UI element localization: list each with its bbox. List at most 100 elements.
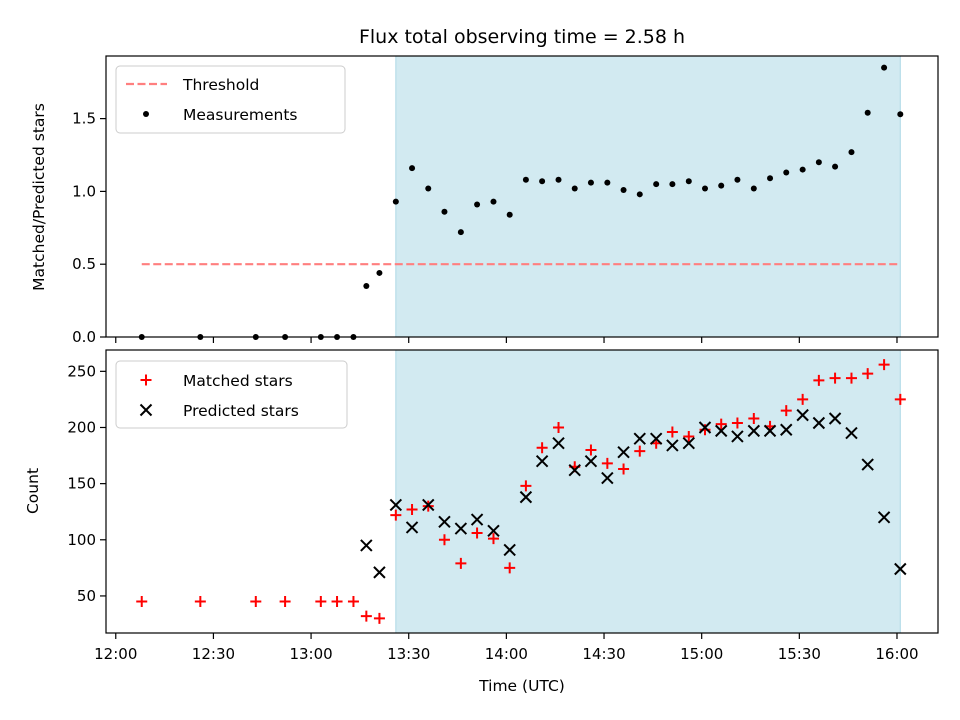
matched-star-marker xyxy=(780,405,792,417)
matched-star-marker xyxy=(683,430,695,442)
x-tick-label: 15:00 xyxy=(680,645,723,663)
predicted-star-marker xyxy=(617,445,630,459)
legend-predicted-label: Predicted stars xyxy=(183,402,299,420)
legend-measurements-swatch xyxy=(143,111,149,117)
matched-star-marker xyxy=(136,596,148,608)
bottom-y-tick-label: 50 xyxy=(77,587,96,605)
bottom-axes: 50 100 150 200 250 12:00 12:30 13:00 13:30 14:00 1… xyxy=(67,349,939,663)
matched-star-marker xyxy=(471,527,483,539)
measurement-point xyxy=(783,169,790,176)
measurement-point xyxy=(653,181,660,188)
matched-star-marker xyxy=(360,610,372,622)
predicted-star-marker xyxy=(535,454,549,468)
measurement-point xyxy=(539,178,546,185)
matched-star-marker xyxy=(731,417,743,429)
predicted-star-marker xyxy=(715,424,728,438)
measurement-point xyxy=(409,165,416,172)
legend-threshold-label: Threshold xyxy=(182,76,259,94)
bottom-shaded-interval xyxy=(395,349,901,634)
predicted-star-marker xyxy=(780,423,793,436)
top-observing-window xyxy=(395,55,901,338)
measurement-point xyxy=(897,111,904,118)
x-tick-label: 15:30 xyxy=(778,645,821,663)
matched-star-marker xyxy=(250,596,262,608)
predicted-star-marker xyxy=(601,471,614,485)
bottom-legend: Matched stars Predicted stars xyxy=(115,360,348,429)
matched-star-marker xyxy=(894,393,906,405)
predicted-star-marker xyxy=(422,498,435,512)
measurement-point xyxy=(555,176,562,183)
matched-star-marker xyxy=(504,562,516,574)
measurement-point xyxy=(587,179,594,186)
bottom-y-tick-label: 200 xyxy=(67,418,96,436)
matched-star-marker xyxy=(813,374,825,386)
measurement-point xyxy=(425,185,432,192)
measurement-point xyxy=(457,229,464,236)
measurement-point xyxy=(571,185,578,192)
x-tick-label: 14:30 xyxy=(582,645,625,663)
measurement-point xyxy=(376,269,383,276)
matched-star-marker xyxy=(585,444,597,456)
measurement-point xyxy=(392,198,399,205)
matched-star-marker xyxy=(390,509,402,521)
legend-measurements-label: Measurements xyxy=(183,106,298,124)
predicted-star-marker xyxy=(405,521,419,534)
matched-star-marker xyxy=(797,393,809,405)
predicted-star-marker xyxy=(389,498,403,512)
matched-star-marker xyxy=(699,424,711,436)
measurement-point xyxy=(620,186,627,193)
measurement-point xyxy=(750,185,757,192)
predicted-star-marker xyxy=(861,458,874,471)
matched-star-marker xyxy=(406,503,418,515)
predicted-star-marker xyxy=(796,408,809,422)
bottom-observing-window xyxy=(395,349,901,634)
measurement-point xyxy=(474,201,481,208)
measurement-point xyxy=(363,283,370,290)
legend-matched-swatch xyxy=(140,374,152,386)
measurement-point xyxy=(864,109,871,116)
top-y-tick-label: 0.5 xyxy=(72,255,96,273)
bottom-axes-frame xyxy=(105,349,939,634)
top-panel: 0.0 0.5 1.0 1.5 Matched/Predicted stars Thr… xyxy=(30,55,939,346)
measurement-point xyxy=(815,159,822,166)
matched-star-marker xyxy=(373,612,385,624)
top-shaded-interval xyxy=(395,55,901,338)
matched-star-marker xyxy=(553,421,565,433)
predicted-star-marker xyxy=(894,562,907,576)
predicted-star-marker xyxy=(877,511,891,524)
x-tick-label: 13:00 xyxy=(289,645,332,663)
matched-star-marker xyxy=(487,533,499,545)
matched-star-marker xyxy=(455,557,467,569)
x-tick-label: 12:00 xyxy=(94,645,137,663)
predicted-star-marker xyxy=(812,416,826,430)
matched-star-marker xyxy=(279,596,291,608)
measurement-point xyxy=(490,198,497,205)
x-tick-label: 13:30 xyxy=(387,645,430,663)
predicted-star-marker xyxy=(438,515,451,529)
legend-predicted-swatch xyxy=(139,403,153,417)
bottom-panel: 50 100 150 200 250 12:00 12:30 13:00 13:30 14:00 1… xyxy=(24,349,939,695)
top-y-axis-label: Matched/Predicted stars xyxy=(30,103,48,291)
matched-star-marker xyxy=(194,596,206,608)
predicted-star-marker xyxy=(470,513,484,526)
predicted-star-marker xyxy=(666,439,679,452)
bottom-y-tick-label: 150 xyxy=(67,475,96,493)
bottom-legend-box xyxy=(115,360,348,429)
bottom-y-tick-label: 250 xyxy=(67,362,96,380)
predicted-star-marker xyxy=(747,424,761,438)
measurement-point xyxy=(669,181,676,188)
matched-star-marker xyxy=(666,426,678,438)
chart-title: Flux total observing time = 2.58 h xyxy=(359,26,685,48)
measurement-point xyxy=(441,208,448,215)
matched-star-marker xyxy=(331,596,343,608)
matched-star-marker xyxy=(601,457,613,469)
predicted-star-marker xyxy=(503,543,516,557)
top-axes-frame xyxy=(105,55,939,338)
legend-matched-label: Matched stars xyxy=(183,372,293,390)
measurement-point xyxy=(881,64,888,71)
predicted-star-marker xyxy=(649,432,663,445)
matched-star-marker xyxy=(845,372,857,384)
matched-star-marker xyxy=(862,368,874,380)
measurement-point xyxy=(604,179,611,186)
